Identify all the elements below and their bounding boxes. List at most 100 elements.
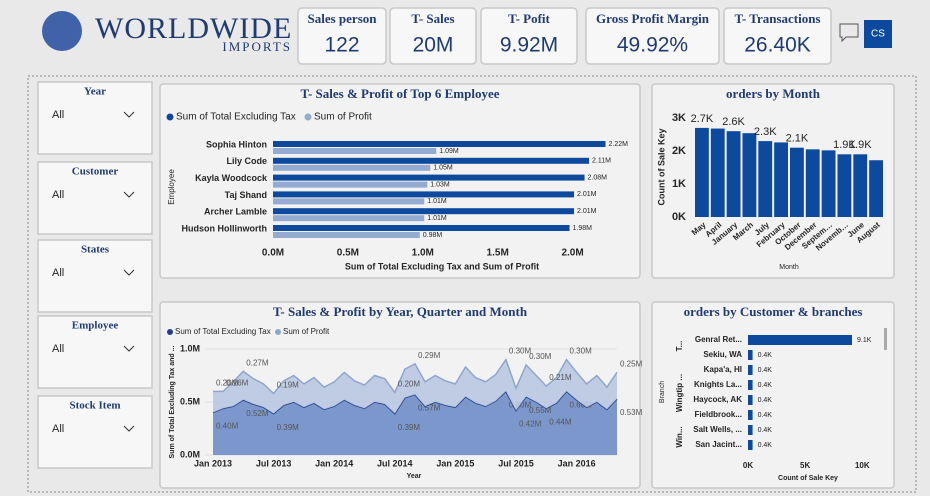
data-label: 0.4K <box>758 367 773 374</box>
data-label: 0.20M <box>216 379 239 388</box>
bar <box>710 128 725 217</box>
legend-marker <box>167 329 173 335</box>
category-label: San Jacint... <box>695 440 742 449</box>
bar <box>748 365 753 375</box>
chart-panel <box>651 301 895 489</box>
filter-card <box>37 161 153 235</box>
bar <box>821 150 836 217</box>
filter-card <box>37 315 153 389</box>
filter-label: Year <box>84 86 106 98</box>
y-tick-label: 0.5M <box>180 396 200 406</box>
bar <box>273 141 606 147</box>
data-label: 2.01M <box>577 191 597 198</box>
data-label: 0.40M <box>216 422 239 431</box>
bar <box>273 164 431 171</box>
data-label: 0.30M <box>509 347 532 356</box>
category-label: Lily Code <box>226 156 267 166</box>
bar <box>273 181 428 188</box>
filter-value[interactable]: All <box>52 423 64 435</box>
dropdown-arrow[interactable] <box>123 345 135 352</box>
dropdown-arrow[interactable] <box>123 191 135 198</box>
logo-sub: IMPORTS <box>222 39 292 54</box>
group-label: Wingtip ... <box>675 374 684 412</box>
filter-card <box>37 395 153 469</box>
group-label: T... <box>675 341 684 352</box>
x-axis-title: Count of Sale Key <box>778 475 838 482</box>
comment-icon[interactable] <box>839 23 859 43</box>
data-label: 1.05M <box>433 165 453 172</box>
data-label: 2.22M <box>609 141 629 148</box>
user-initials: CS <box>871 29 885 40</box>
data-label: 1.9K <box>833 139 856 151</box>
user-badge[interactable] <box>864 20 892 48</box>
filter-value[interactable]: All <box>52 189 64 201</box>
bar <box>273 191 575 198</box>
dropdown-arrow[interactable] <box>123 111 135 118</box>
kpi-value: 9.92M <box>500 34 558 57</box>
y-axis-title: Count of Sale Key <box>656 128 666 205</box>
y-axis-title: Sum of Total Excluding Tax and ... <box>169 345 176 458</box>
kpi-card <box>389 7 477 65</box>
scrollbar[interactable] <box>884 328 887 350</box>
x-axis-title: Month <box>779 264 799 271</box>
legend-label: Sum of Profit <box>283 327 330 336</box>
dropdown-arrow[interactable] <box>123 269 135 276</box>
kpi-card <box>480 7 578 65</box>
legend-label: Sum of Total Excluding Tax <box>176 112 296 123</box>
bar <box>853 154 868 217</box>
y-axis-title: Branch <box>659 381 666 403</box>
y-tick-label: 2K <box>672 145 686 157</box>
data-label: 0.4K <box>758 382 773 389</box>
bar <box>273 174 585 181</box>
charts: T- Sales & Profit of Top 6 Employee Sum o… <box>159 83 895 489</box>
filter-label: Stock Item <box>69 400 120 412</box>
bar <box>805 149 820 217</box>
y-axis-title: Employee <box>167 169 176 205</box>
x-tick-label: Jul 2013 <box>256 458 292 468</box>
legend-marker <box>304 113 312 121</box>
data-label: 0.27M <box>246 358 269 367</box>
bar <box>273 198 425 205</box>
bar <box>748 395 753 405</box>
area <box>213 391 617 455</box>
bar <box>742 133 757 217</box>
y-tick-label: 1.0M <box>180 343 200 353</box>
kpi-card <box>585 7 720 65</box>
kpi-value: 49.92% <box>617 34 688 57</box>
category-label: Taj Shand <box>225 190 267 200</box>
category-label: Knights La... <box>694 380 742 389</box>
kpi-value: 122 <box>324 34 359 57</box>
data-label: 0.21M <box>549 373 572 382</box>
data-label: 0.53M <box>620 408 643 417</box>
data-label: 2.1K <box>786 133 809 145</box>
bar <box>748 410 753 420</box>
data-label: 2.6K <box>722 116 745 128</box>
filter-value[interactable]: All <box>52 267 64 279</box>
bar <box>273 157 590 164</box>
bar <box>695 127 709 217</box>
bar <box>748 350 753 360</box>
filter-label: Customer <box>72 166 119 178</box>
data-label: 1.01M <box>427 215 447 222</box>
dropdown-arrow[interactable] <box>123 425 135 432</box>
filter-value[interactable]: All <box>52 343 64 355</box>
filter-value[interactable]: All <box>52 109 64 121</box>
kpi-label: Gross Profit Margin <box>596 11 710 26</box>
bar <box>748 380 753 390</box>
kpi-label: T- Pofit <box>508 11 550 26</box>
x-tick-label: Jan 2015 <box>436 458 474 468</box>
data-label: 2.08M <box>588 174 608 181</box>
data-label: 0.42M <box>519 420 542 429</box>
filter-label: Employee <box>72 320 119 332</box>
bar <box>748 335 852 345</box>
data-label: 0.4K <box>758 397 773 404</box>
x-tick-label: Jul 2014 <box>377 458 413 468</box>
kpi-label: T- Sales <box>411 11 454 26</box>
legend-marker <box>275 329 281 335</box>
legend-label: Sum of Profit <box>314 112 372 123</box>
x-tick-label: 2.0M <box>561 248 583 259</box>
bar <box>774 142 788 217</box>
kpi-card <box>297 7 387 65</box>
data-label: 0.39M <box>398 423 421 432</box>
